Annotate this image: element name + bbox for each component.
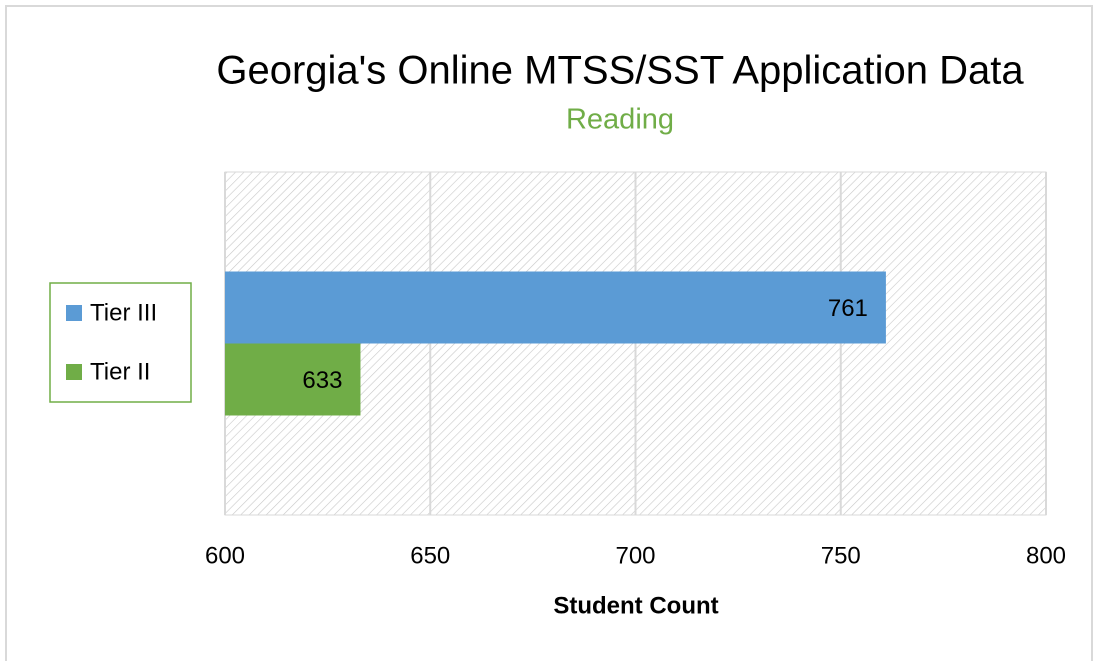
x-tick-label: 800 [1026, 542, 1066, 569]
data-label: 761 [828, 295, 868, 322]
x-tick-label: 650 [410, 542, 450, 569]
x-tick-label: 750 [821, 542, 861, 569]
chart-title: Georgia's Online MTSS/SST Application Da… [216, 49, 1024, 93]
chart-border [5, 5, 1093, 661]
bar [225, 271, 886, 344]
legend-swatch [66, 364, 82, 380]
x-tick-label: 700 [615, 542, 655, 569]
bar [225, 343, 361, 416]
x-tick-label: 600 [205, 542, 245, 569]
legend-swatch [66, 305, 82, 321]
legend-label: Tier II [90, 358, 150, 385]
legend-label: Tier III [90, 299, 157, 326]
x-axis-label: Student Count [553, 592, 718, 619]
data-label: 633 [302, 367, 342, 394]
legend [49, 282, 192, 403]
chart-subtitle: Reading [566, 104, 674, 136]
